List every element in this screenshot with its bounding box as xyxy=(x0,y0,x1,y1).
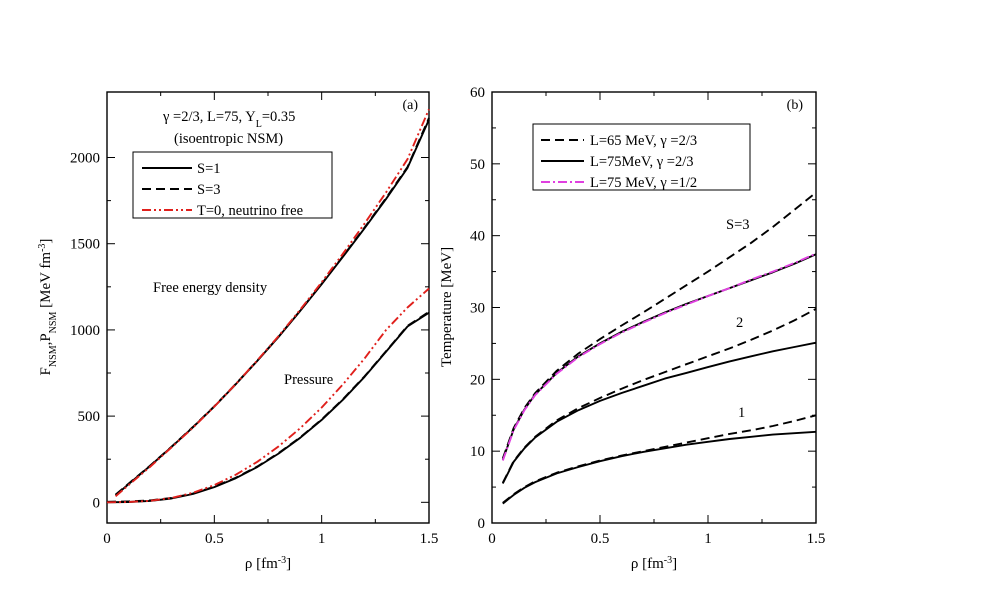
legend-gamma: γ xyxy=(659,175,667,191)
x-tick-label: 1.5 xyxy=(807,531,826,547)
panel-b-legend: L=65 MeV, γ =2/3L=75MeV, γ =2/3L=75 MeV,… xyxy=(532,123,751,191)
series-line-s-3-pressure xyxy=(106,311,430,503)
legend-label-suffix: =1/2 xyxy=(667,175,697,191)
y-label-unit-close: ] xyxy=(38,239,54,244)
legend-gamma: γ xyxy=(659,133,667,149)
header-gamma: γ xyxy=(162,109,170,125)
y-tick-label: 2000 xyxy=(70,151,100,167)
panel-b-series xyxy=(501,191,817,505)
y-tick-label: 0 xyxy=(93,495,101,511)
panel-a-plot: 0 0.5 1 1.5 0 500 1000 1500 2000 (a) γ =2/3, L=7… xyxy=(37,91,438,573)
annotation-s3: S=3 xyxy=(726,217,750,233)
y-label-p-subscript: NSM xyxy=(48,312,59,334)
panel-a-legend: S=1 S=3 T=0, neutrino free xyxy=(132,151,333,219)
x-tick-label: 0 xyxy=(488,531,496,547)
legend-label-suffix: =2/3 xyxy=(663,154,693,170)
series-line-s-3-free-energy xyxy=(114,117,430,496)
x-label-text: ρ [fm xyxy=(245,556,278,572)
series-line-s-2-l-65 xyxy=(501,308,817,484)
panel-a-label: (a) xyxy=(402,98,418,113)
x-label-exponent: -3 xyxy=(278,555,286,566)
panel-a-legend-box xyxy=(132,151,333,219)
legend-label: T=0, neutrino free xyxy=(197,203,303,219)
series-line-s-1-l-65 xyxy=(502,414,817,504)
annotation-s2: 2 xyxy=(736,315,743,331)
panel-a-series xyxy=(106,108,430,504)
series-line-s-3-l-65 xyxy=(501,191,817,459)
header-yl-value: =0.35 xyxy=(262,109,296,125)
x-tick-label: 0 xyxy=(103,531,111,547)
panel-a-y-axis-label: FNSM,PNSM [MeV fm-3] xyxy=(37,239,59,376)
legend-gamma: γ xyxy=(656,154,664,170)
legend-label-prefix: L=75 MeV, xyxy=(590,175,660,191)
header-yl-subscript: L xyxy=(256,119,262,130)
y-tick-label: 20 xyxy=(470,372,485,388)
panel-b-label: (b) xyxy=(787,98,804,113)
header-params: =2/3, L=75, Y xyxy=(169,109,256,125)
y-tick-label: 1500 xyxy=(70,237,100,253)
series-line-s-3-l-75-gamma-1-2 xyxy=(501,252,817,461)
legend-label: L=75 MeV, γ =1/2 xyxy=(590,175,697,191)
y-label-f: F xyxy=(38,367,54,375)
panel-b-ticks: 0 0.5 1 1.5 0 10 20 30 40 50 60 xyxy=(470,85,825,547)
series-line-t-0-pressure xyxy=(106,287,430,504)
annotation-s1: 1 xyxy=(738,405,745,421)
legend-label-prefix: L=75MeV, xyxy=(590,154,657,170)
y-tick-label: 10 xyxy=(470,444,485,460)
panel-a-x-axis-label: ρ [fm-3] xyxy=(245,555,291,573)
y-label-comma: , xyxy=(38,342,54,346)
annotation-free-energy-density: Free energy density xyxy=(153,280,268,296)
panel-b-annotations: S=3 2 1 xyxy=(726,217,750,421)
panel-a-header-line2: (isoentropic NSM) xyxy=(174,131,283,147)
x-label-exponent: -3 xyxy=(664,555,672,566)
x-label-close: ] xyxy=(672,556,677,572)
y-tick-label: 30 xyxy=(470,301,485,317)
legend-label-suffix: =2/3 xyxy=(667,133,697,149)
x-tick-label: 1 xyxy=(318,531,326,547)
x-tick-label: 0.5 xyxy=(205,531,224,547)
series-line-s-1-l-75 xyxy=(502,430,817,505)
legend-label-prefix: L=65 MeV, xyxy=(590,133,660,149)
x-label-close: ] xyxy=(286,556,291,572)
series-line-s-3-l-75 xyxy=(501,253,817,461)
x-tick-label: 1 xyxy=(704,531,712,547)
panel-a-header-line1: γ =2/3, L=75, YL=0.35 xyxy=(162,109,295,130)
y-tick-label: 50 xyxy=(470,157,485,173)
y-tick-label: 1000 xyxy=(70,323,100,339)
y-label-unit-exponent: -3 xyxy=(37,244,48,252)
x-tick-label: 0.5 xyxy=(591,531,610,547)
y-label-f-subscript: NSM xyxy=(48,345,59,367)
legend-label: S=3 xyxy=(197,182,221,198)
legend-label: L=75MeV, γ =2/3 xyxy=(590,154,693,170)
annotation-pressure: Pressure xyxy=(284,372,333,388)
x-label-text: ρ [fm xyxy=(631,556,664,572)
y-label-p: P xyxy=(38,333,54,341)
panel-b-plot: 0 0.5 1 1.5 0 10 20 30 40 50 60 (b) L=65 MeV, γ =2… xyxy=(439,85,825,572)
y-tick-label: 60 xyxy=(470,85,485,101)
panel-b-legend-box xyxy=(532,123,751,191)
legend-label: L=65 MeV, γ =2/3 xyxy=(590,133,697,149)
x-tick-label: 1.5 xyxy=(420,531,439,547)
y-tick-label: 500 xyxy=(78,409,101,425)
y-tick-label: 0 xyxy=(478,516,486,532)
panel-a-ticks: 0 0.5 1 1.5 0 500 1000 1500 2000 xyxy=(70,92,438,547)
series-line-s-1-pressure xyxy=(106,311,430,504)
panel-b-x-axis-label: ρ [fm-3] xyxy=(631,555,677,573)
series-line-s-2-l-75 xyxy=(501,341,817,484)
y-label-unit: [MeV fm xyxy=(38,252,54,312)
y-tick-label: 40 xyxy=(470,229,485,245)
legend-label: S=1 xyxy=(197,161,221,177)
panel-b-y-axis-label: Temperature [MeV] xyxy=(439,247,455,367)
